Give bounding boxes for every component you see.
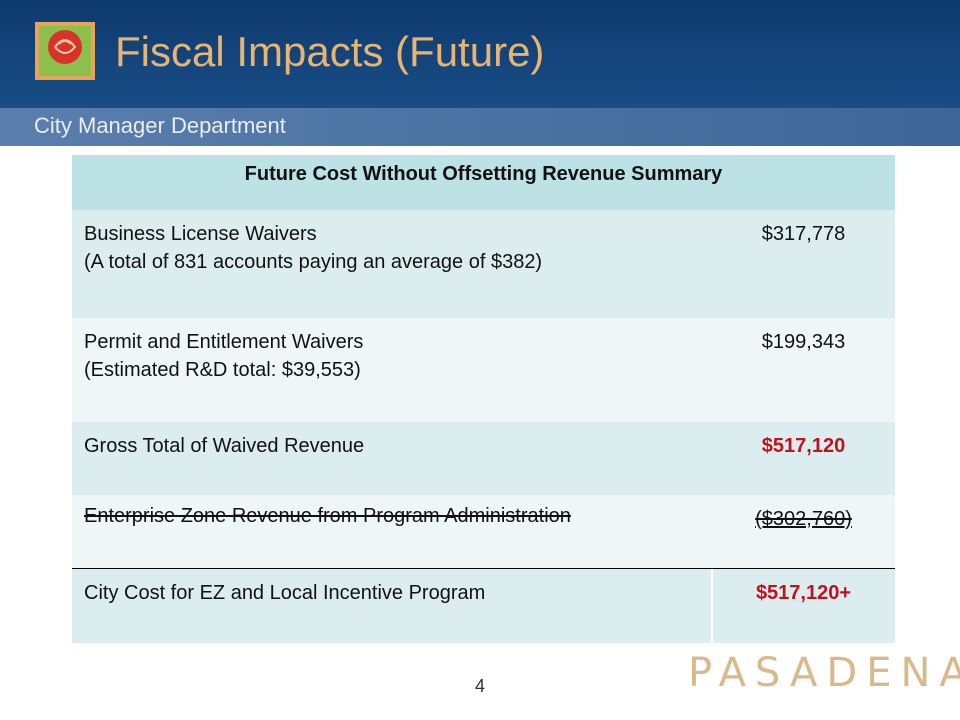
row-value: $517,120 (761, 435, 846, 457)
row-value: $317,778 (761, 223, 846, 245)
table-row: Gross Total of Waived Revenue $517,120 (72, 422, 895, 495)
row-value: $517,120+ (755, 582, 852, 604)
page-number: 4 (474, 676, 485, 696)
table-title: Future Cost Without Offsetting Revenue S… (244, 163, 723, 185)
row-label: Gross Total of Waived Revenue (84, 432, 704, 460)
label-line: City Cost for EZ and Local Incentive Pro… (84, 582, 486, 604)
row-value: ($302,760) (755, 508, 852, 530)
icon-rose (48, 30, 82, 64)
header-strip (0, 108, 960, 146)
row-label: Permit and Entitlement Waivers (Estimated… (84, 328, 704, 384)
label-line: (A total of 831 accounts paying an avera… (84, 251, 543, 273)
logo-icon (35, 22, 95, 80)
label-line: Business License Waivers (84, 223, 317, 245)
slide-title: Fiscal Impacts (Future) (115, 28, 545, 75)
table-row: Permit and Entitlement Waivers (Estimated… (72, 318, 895, 422)
department: City Manager Department (34, 113, 286, 138)
table-header: Future Cost Without Offsetting Revenue S… (72, 155, 895, 210)
label-line: Gross Total of Waived Revenue (84, 435, 365, 457)
icon-petals (54, 39, 77, 54)
table-row: City Cost for EZ and Local Incentive Pro… (72, 568, 895, 643)
row-label: Business License Waivers (A total of 831 … (84, 220, 704, 276)
row-label: City Cost for EZ and Local Incentive Pro… (84, 579, 704, 607)
label-line: (Estimated R&D total: $39,553) (84, 359, 361, 381)
table-row: Business License Waivers (A total of 831 … (72, 210, 895, 318)
summary-table: Future Cost Without Offsetting Revenue S… (72, 155, 895, 643)
header-band (0, 0, 960, 108)
column-divider (711, 569, 713, 643)
table-row: Enterprise Zone Revenue from Program Adm… (72, 495, 895, 568)
pasadena-logo: PASADENA (688, 650, 960, 696)
row-label: Enterprise Zone Revenue from Program Adm… (84, 503, 604, 530)
label-line: Enterprise Zone Revenue from Program Adm… (84, 505, 571, 527)
label-line: Permit and Entitlement Waivers (84, 331, 364, 353)
row-value: $199,343 (761, 331, 846, 353)
